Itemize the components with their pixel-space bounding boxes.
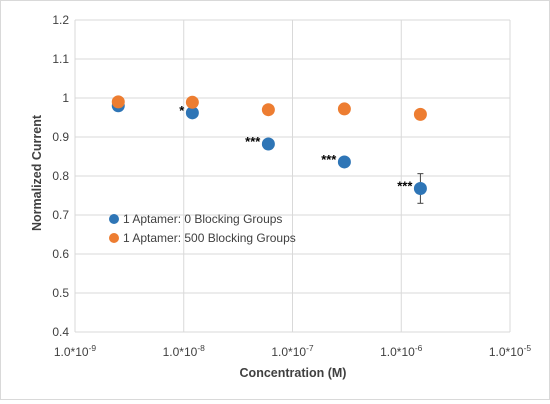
x-tick-label: 1.0*10-6 bbox=[380, 343, 423, 359]
y-tick-label: 0.5 bbox=[52, 286, 69, 300]
y-tick-label: 0.6 bbox=[52, 247, 69, 261]
data-point-blue bbox=[185, 106, 199, 120]
data-point-orange bbox=[261, 103, 275, 117]
y-tick-label: 1 bbox=[62, 91, 69, 105]
legend-label: 1 Aptamer: 500 Blocking Groups bbox=[123, 231, 296, 245]
data-point-blue bbox=[337, 155, 351, 169]
x-axis-ticks: 1.0*10-9 1.0*10-8 1.0*10-7 1.0*10-6 1.0*10-5 bbox=[54, 343, 532, 359]
y-tick-label: 0.9 bbox=[52, 130, 69, 144]
y-tick-label: 0.4 bbox=[52, 325, 69, 339]
data-point-blue bbox=[413, 181, 427, 195]
y-tick-label: 0.8 bbox=[52, 169, 69, 183]
x-tick-label: 1.0*10-8 bbox=[163, 343, 206, 359]
y-axis-ticks: 0.4 0.5 0.6 0.7 0.8 0.9 1 1.1 1.2 bbox=[52, 13, 69, 339]
y-tick-label: 0.7 bbox=[52, 208, 69, 222]
significance-label: * bbox=[179, 103, 185, 118]
y-axis-title: Normalized Current bbox=[30, 114, 44, 231]
data-point-orange bbox=[111, 95, 125, 109]
significance-label: *** bbox=[397, 178, 413, 193]
legend-label: 1 Aptamer: 0 Blocking Groups bbox=[123, 212, 282, 226]
data-point-orange bbox=[185, 95, 199, 109]
grid bbox=[74, 19, 511, 333]
legend: 1 Aptamer: 0 Blocking Groups 1 Aptamer: 5… bbox=[109, 212, 296, 245]
data-point-blue bbox=[261, 137, 275, 151]
x-tick-label: 1.0*10-7 bbox=[271, 343, 314, 359]
y-tick-label: 1.1 bbox=[52, 52, 69, 66]
x-axis-title: Concentration (M) bbox=[240, 366, 347, 380]
x-tick-label: 1.0*10-5 bbox=[489, 343, 532, 359]
legend-marker bbox=[109, 233, 119, 243]
data-point-orange bbox=[337, 102, 351, 116]
y-tick-label: 1.2 bbox=[52, 13, 69, 27]
data-point-orange bbox=[413, 107, 427, 121]
significance-label: *** bbox=[245, 134, 261, 149]
significance-label: *** bbox=[321, 152, 337, 167]
x-tick-label: 1.0*10-9 bbox=[54, 343, 97, 359]
data-points: ********** bbox=[111, 95, 427, 204]
legend-marker bbox=[109, 214, 119, 224]
